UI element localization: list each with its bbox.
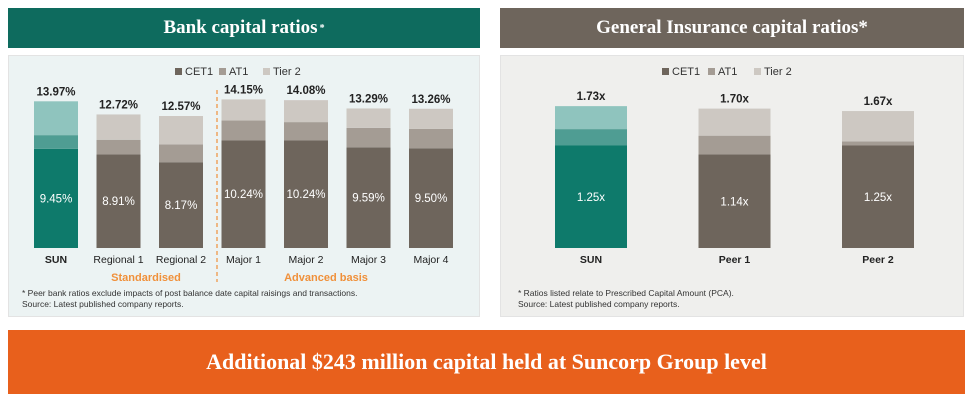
- ins-bar-tier2-0: [555, 106, 627, 130]
- bank-panel-header: Bank capital ratios *: [8, 8, 480, 48]
- bank-legend-swatch-0: [175, 68, 182, 75]
- bank-total-label-1: 12.72%: [99, 99, 138, 111]
- bank-legend-swatch-2: [263, 68, 270, 75]
- bank-bar-cet1-1: [96, 154, 141, 248]
- bank-bar-at1-1: [96, 139, 141, 155]
- bank-group-label-0: Standardised: [111, 272, 181, 284]
- ins-legend-label-0: CET1: [672, 66, 700, 78]
- ins-bar-cet1-2: [842, 145, 914, 248]
- ins-total-label-1: 1.70x: [720, 94, 749, 106]
- bank-bar-tier2-6: [409, 108, 453, 129]
- ins-bar-at1-1: [698, 135, 771, 155]
- bank-group-label-1: Advanced basis: [284, 272, 368, 284]
- bank-total-label-5: 13.29%: [349, 93, 388, 105]
- bank-legend-label-0: CET1: [185, 66, 213, 78]
- ins-legend-label-1: AT1: [718, 66, 737, 78]
- bank-total-label-2: 12.57%: [161, 101, 200, 113]
- bank-bar-at1-0: [34, 135, 78, 149]
- ins-category-label-0: SUN: [580, 254, 602, 266]
- bank-cet1-label-6: 9.50%: [415, 193, 448, 205]
- bank-category-label-6: Major 4: [413, 254, 448, 266]
- bank-bar-tier2-5: [346, 108, 391, 128]
- bank-cet1-label-4: 10.24%: [286, 189, 325, 201]
- banner-text: Additional $243 million capital held at …: [206, 349, 767, 374]
- bank-cet1-label-1: 8.91%: [102, 196, 135, 208]
- bank-cet1-label-2: 8.17%: [165, 200, 198, 212]
- bank-cet1-label-3: 10.24%: [224, 189, 263, 201]
- ins-category-label-2: Peer 2: [862, 254, 894, 266]
- bank-cet1-label-5: 9.59%: [352, 193, 385, 205]
- bank-bar-at1-6: [409, 128, 453, 149]
- insurance-footnote-source: Source: Latest published company reports…: [518, 299, 680, 309]
- bank-category-label-0: SUN: [45, 254, 67, 266]
- insurance-panel-header: General Insurance capital ratios*: [500, 8, 964, 48]
- ins-cet1-label-0: 1.25x: [577, 192, 605, 204]
- ins-total-label-2: 1.67x: [864, 96, 893, 108]
- bank-footnote: * Peer bank ratios exclude impacts of po…: [22, 288, 357, 310]
- ins-bar-tier2-2: [842, 111, 914, 142]
- bank-legend-label-2: Tier 2: [273, 66, 301, 78]
- bank-bar-cet1-3: [221, 140, 266, 248]
- bank-legend-label-1: AT1: [229, 66, 248, 78]
- insurance-footnote: * Ratios listed relate to Prescribed Cap…: [518, 288, 734, 310]
- bank-bar-cet1-6: [409, 148, 453, 248]
- bank-cet1-label-0: 9.45%: [40, 193, 73, 205]
- bank-bar-at1-4: [284, 122, 328, 141]
- capital-banner: Additional $243 million capital held at …: [8, 330, 965, 394]
- ins-bar-cet1-0: [555, 145, 627, 248]
- bank-bar-tier2-2: [159, 116, 203, 145]
- ins-total-label-0: 1.73x: [577, 91, 606, 103]
- ins-bar-cet1-1: [698, 154, 771, 248]
- ins-bar-at1-2: [842, 141, 914, 146]
- ins-cet1-label-2: 1.25x: [864, 192, 892, 204]
- bank-category-label-1: Regional 1: [93, 254, 143, 266]
- bank-bar-tier2-3: [221, 99, 266, 121]
- bank-bar-cet1-4: [284, 140, 328, 248]
- bank-bar-tier2-4: [284, 100, 328, 123]
- ins-category-label-1: Peer 1: [719, 254, 751, 266]
- bank-total-label-0: 13.97%: [36, 86, 75, 98]
- ins-legend-swatch-2: [754, 68, 761, 75]
- ins-legend-label-2: Tier 2: [764, 66, 792, 78]
- ins-bar-at1-0: [555, 129, 627, 146]
- bank-category-label-4: Major 2: [288, 254, 323, 266]
- insurance-panel-title: General Insurance capital ratios*: [596, 17, 868, 38]
- insurance-footnote-line: * Ratios listed relate to Prescribed Cap…: [518, 288, 734, 298]
- bank-category-label-2: Regional 2: [156, 254, 206, 266]
- bank-legend-swatch-1: [219, 68, 226, 75]
- bank-total-label-3: 14.15%: [224, 84, 263, 96]
- bank-panel-title: Bank capital ratios: [163, 17, 318, 38]
- bank-bar-cet1-5: [346, 147, 391, 248]
- bank-bar-at1-2: [159, 144, 203, 163]
- bank-category-label-3: Major 1: [226, 254, 261, 266]
- bank-total-label-4: 14.08%: [286, 85, 325, 97]
- bank-bar-tier2-1: [96, 114, 141, 140]
- bank-bar-tier2-0: [34, 101, 78, 136]
- ins-cet1-label-1: 1.14x: [720, 196, 748, 208]
- ins-bar-tier2-1: [698, 108, 771, 136]
- ins-legend-swatch-0: [662, 68, 669, 75]
- bank-bar-cet1-0: [34, 148, 78, 248]
- bank-total-label-6: 13.26%: [411, 94, 450, 106]
- bank-category-label-5: Major 3: [351, 254, 386, 266]
- bank-bar-cet1-2: [159, 162, 203, 248]
- bank-title-footnote-mark: *: [319, 22, 325, 34]
- bank-bar-at1-5: [346, 127, 391, 148]
- bank-bar-at1-3: [221, 120, 266, 141]
- bank-footnote-line: * Peer bank ratios exclude impacts of po…: [22, 288, 358, 298]
- ins-legend-swatch-1: [708, 68, 715, 75]
- bank-footnote-source: Source: Latest published company reports…: [22, 299, 184, 309]
